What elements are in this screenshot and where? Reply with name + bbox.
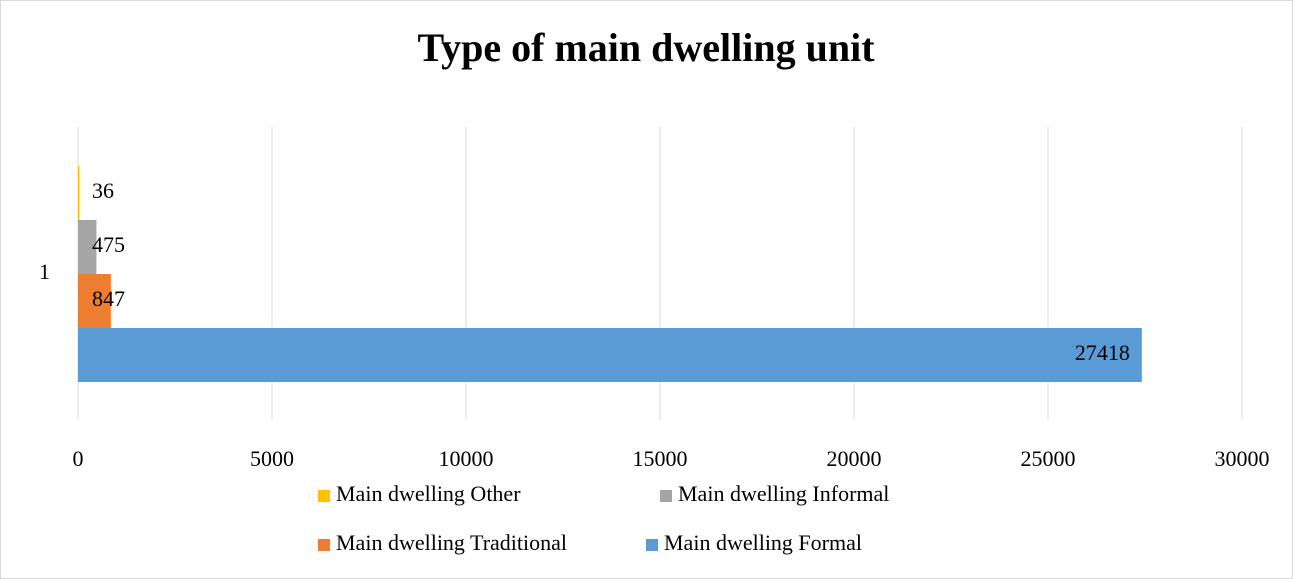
bar	[78, 274, 111, 328]
data-label: 27418	[1075, 340, 1130, 365]
data-label: 847	[92, 286, 125, 311]
bar	[78, 220, 97, 274]
x-tick-label: 15000	[633, 446, 688, 471]
x-tick-label: 30000	[1215, 446, 1270, 471]
chart-title: Type of main dwelling unit	[417, 25, 875, 70]
x-tick-label: 5000	[250, 446, 294, 471]
legend-swatch	[318, 490, 330, 502]
data-label: 36	[92, 178, 114, 203]
legend-label: Main dwelling Other	[336, 481, 521, 506]
x-tick-label: 10000	[439, 446, 494, 471]
legend-label: Main dwelling Formal	[664, 530, 862, 555]
data-label: 475	[92, 232, 125, 257]
bar	[78, 328, 1142, 382]
x-tick-label: 25000	[1021, 446, 1076, 471]
legend-label: Main dwelling Informal	[678, 481, 889, 506]
legend-swatch	[660, 490, 672, 502]
bar	[78, 166, 80, 220]
y-tick-label: 1	[39, 259, 50, 284]
x-tick-label: 0	[73, 446, 84, 471]
x-tick-label: 20000	[827, 446, 882, 471]
legend-swatch	[646, 539, 658, 551]
legend-swatch	[318, 539, 330, 551]
legend-label: Main dwelling Traditional	[336, 530, 567, 555]
